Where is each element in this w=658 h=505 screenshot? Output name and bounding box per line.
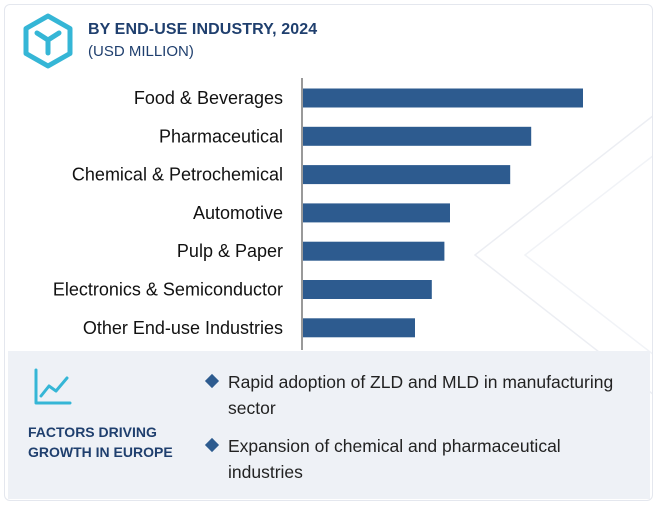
factors-title: FACTORS DRIVING GROWTH IN EUROPE [28,424,173,460]
category-labels: Food & Beverages Pharmaceutical Chemical &… [53,88,283,338]
bar-0 [303,88,583,108]
category-label: Food & Beverages [134,88,283,108]
decorative-lines [473,115,652,395]
category-label: Other End-use Industries [83,318,283,338]
factors-list: Rapid adoption of ZLD and MLD in manufac… [204,369,634,497]
diamond-bullet-icon [204,373,220,389]
category-label: Pulp & Paper [177,241,283,261]
category-label: Automotive [193,203,283,223]
diamond-bullet-icon [204,437,220,453]
bar-4 [303,241,445,261]
infographic-card [4,4,653,501]
factor-item: Rapid adoption of ZLD and MLD in manufac… [204,369,634,421]
category-label: Electronics & Semiconductor [53,280,283,300]
factor-text: Expansion of chemical and pharmaceutical… [228,436,561,482]
bar-2 [303,165,511,185]
chart-subtitle: (USD MILLION) [88,43,194,60]
bar-3 [303,203,450,223]
category-label: Chemical & Petrochemical [72,165,283,185]
category-label: Pharmaceutical [159,126,283,146]
bar-1 [303,126,532,146]
bars-group [303,88,583,338]
bar-6 [303,318,415,338]
factor-item: Expansion of chemical and pharmaceutical… [204,433,634,485]
factor-text: Rapid adoption of ZLD and MLD in manufac… [228,372,614,418]
growth-factors-panel: FACTORS DRIVING GROWTH IN EUROPE Rapid a… [8,351,650,499]
bar-chart: Food & Beverages Pharmaceutical Chemical &… [53,78,583,350]
cube-icon [23,13,73,69]
bar-5 [303,280,432,299]
chart-title: BY END-USE INDUSTRY, 2024 [88,21,318,38]
trend-chart-icon [34,368,72,405]
